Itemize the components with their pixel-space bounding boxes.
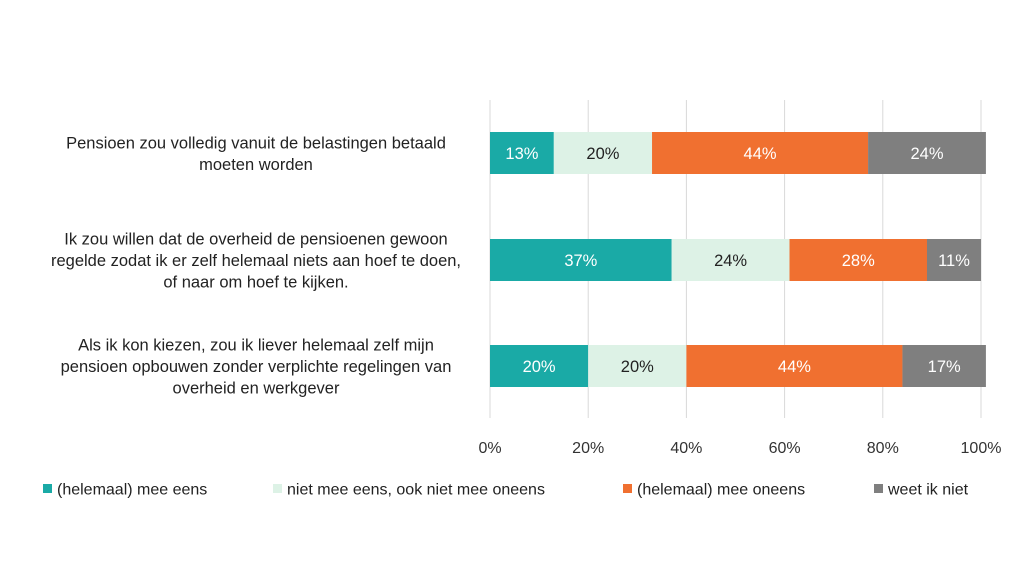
x-tick-label: 100% [961, 440, 1002, 457]
category-labels: Pensioen zou volledig vanuit de belastin… [51, 134, 461, 397]
x-tick-label: 60% [769, 440, 801, 457]
legend-item: (helemaal) mee eens [43, 482, 207, 499]
data-label: 28% [842, 252, 875, 270]
category-label: Pensioen zou volledig vanuit de belastin… [66, 134, 446, 174]
bar-segment [902, 345, 986, 387]
bar-segment [553, 132, 653, 174]
bar-segment [652, 132, 869, 174]
category-label: Als ik kon kiezen, zou ik liever helemaa… [61, 337, 452, 398]
data-label: 24% [714, 252, 747, 270]
legend-swatch [874, 484, 883, 493]
data-label: 37% [564, 252, 597, 270]
data-label: 13% [505, 145, 538, 163]
bar-segment [686, 345, 903, 387]
data-label: 11% [938, 252, 970, 270]
x-tick-label: 40% [670, 440, 702, 457]
data-label: 17% [928, 358, 961, 376]
legend-swatch [623, 484, 632, 493]
legend-item: weet ik niet [874, 482, 969, 499]
x-axis-ticks: 0% 20% 40% 60% 80% 100% [478, 440, 1001, 457]
x-tick-label: 20% [572, 440, 604, 457]
bar-segment [926, 239, 981, 281]
bar-segment [789, 239, 927, 281]
category-label: Ik zou willen dat de overheid de pensioe… [51, 231, 461, 292]
data-label: 20% [621, 358, 654, 376]
legend-swatch [273, 484, 282, 493]
data-label: 20% [523, 358, 556, 376]
legend-label: (helemaal) mee oneens [637, 482, 805, 499]
bar-segment [671, 239, 790, 281]
legend: (helemaal) mee eens niet mee eens, ook ni… [43, 482, 969, 499]
bar-segment [490, 345, 589, 387]
bar-segment [588, 345, 687, 387]
data-label: 44% [744, 145, 777, 163]
legend-label: weet ik niet [887, 482, 969, 499]
bar-segment [490, 132, 554, 174]
bars: 13% 20% 44% 24% 37% 24% 28% 11% 20% 20% 44% 17% [490, 132, 986, 387]
x-tick-label: 80% [867, 440, 899, 457]
legend-item: (helemaal) mee oneens [623, 482, 805, 499]
data-label: 44% [778, 358, 811, 376]
legend-label: (helemaal) mee eens [57, 482, 207, 499]
data-label: 20% [586, 145, 619, 163]
legend-item: niet mee eens, ook niet mee oneens [273, 482, 545, 499]
legend-swatch [43, 484, 52, 493]
data-label: 24% [910, 145, 943, 163]
bar-segment [490, 239, 672, 281]
legend-label: niet mee eens, ook niet mee oneens [287, 482, 545, 499]
x-tick-label: 0% [478, 440, 501, 457]
bar-segment [868, 132, 986, 174]
